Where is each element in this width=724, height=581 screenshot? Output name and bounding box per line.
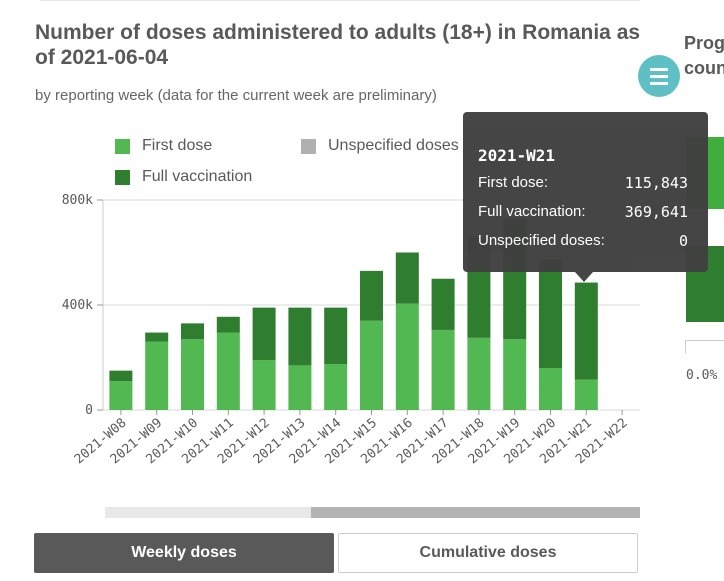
y-tick-label: 800k xyxy=(62,193,93,208)
tooltip-row-first-dose: First dose: 115,843 xyxy=(478,174,688,192)
y-axis-ticks: 0 400k 800k xyxy=(62,193,103,418)
top-divider xyxy=(40,0,640,7)
right-panel-axis xyxy=(685,340,724,353)
tooltip-value: 369,641 xyxy=(624,203,688,221)
bar-full-vaccination[interactable] xyxy=(395,252,419,304)
bar-full-vaccination[interactable] xyxy=(145,332,169,342)
bar-full-vaccination[interactable] xyxy=(324,307,348,365)
bar-first-dose[interactable] xyxy=(467,337,491,410)
legend-unspecified[interactable]: Unspecified doses xyxy=(301,137,459,155)
bar-first-dose[interactable] xyxy=(109,381,133,410)
bar-first-dose[interactable] xyxy=(360,320,383,410)
bar-first-dose[interactable] xyxy=(252,360,276,410)
legend-swatch-first-dose xyxy=(115,138,130,154)
bar-first-dose[interactable] xyxy=(431,329,455,410)
bar-first-dose[interactable] xyxy=(503,339,527,410)
bar-first-dose[interactable] xyxy=(181,339,204,410)
x-axis-ticks: 2021-W082021-W092021-W102021-W112021-W12… xyxy=(72,410,631,467)
bar-first-dose[interactable] xyxy=(324,364,348,410)
tooltip-value: 115,843 xyxy=(624,174,688,192)
legend-swatch-unspecified xyxy=(301,138,316,154)
chart-subtitle: by reporting week (data for the current … xyxy=(35,87,437,104)
right-panel-tick-label: 0.0% xyxy=(686,368,718,383)
bar-full-vaccination[interactable] xyxy=(288,307,312,366)
bar-first-dose[interactable] xyxy=(539,368,562,410)
tooltip-label: Full vaccination: xyxy=(478,203,586,220)
y-tick-label: 400k xyxy=(62,298,93,313)
bar-first-dose[interactable] xyxy=(574,379,598,410)
legend-full-vaccination[interactable]: Full vaccination xyxy=(115,168,252,186)
right-panel-title: Prog coun xyxy=(684,31,724,81)
bar-first-dose[interactable] xyxy=(216,332,240,410)
tooltip-row-full-vaccination: Full vaccination: 369,641 xyxy=(478,203,688,221)
legend-label-unspecified: Unspecified doses xyxy=(328,137,459,154)
bar-first-dose[interactable] xyxy=(145,341,169,410)
tooltip-row-unspecified: Unspecified doses: 0 xyxy=(478,232,688,250)
tooltip-value: 0 xyxy=(678,232,688,250)
chart-scrollbar[interactable] xyxy=(105,507,640,518)
chart-scrollbar-thumb[interactable] xyxy=(311,507,640,518)
right-panel-title-line2: coun xyxy=(684,58,724,78)
bar-first-dose[interactable] xyxy=(288,365,312,410)
tooltip-label: Unspecified doses: xyxy=(478,232,605,249)
legend-swatch-full-vaccination xyxy=(115,169,130,185)
cumulative-doses-button[interactable]: Cumulative doses xyxy=(338,533,638,573)
bar-full-vaccination[interactable] xyxy=(574,282,598,380)
legend-label-full-vaccination: Full vaccination xyxy=(142,168,253,185)
chart-title: Number of doses administered to adults (… xyxy=(35,21,641,69)
bar-full-vaccination[interactable] xyxy=(431,278,455,330)
menu-icon[interactable] xyxy=(638,55,680,97)
chart-tooltip: 2021-W21 First dose: 115,843 Full vaccin… xyxy=(463,112,708,282)
bar-full-vaccination[interactable] xyxy=(181,323,204,340)
tooltip-label: First dose: xyxy=(478,174,549,191)
legend-first-dose[interactable]: First dose xyxy=(115,137,212,155)
bar-full-vaccination[interactable] xyxy=(360,270,383,321)
weekly-doses-button[interactable]: Weekly doses xyxy=(34,533,334,573)
tooltip-arrow xyxy=(575,272,593,282)
bar-first-dose[interactable] xyxy=(395,303,419,410)
bars xyxy=(109,218,598,410)
bar-full-vaccination[interactable] xyxy=(216,316,240,333)
y-tick-label: 0 xyxy=(85,403,93,418)
bar-full-vaccination[interactable] xyxy=(539,259,562,368)
tooltip-title: 2021-W21 xyxy=(478,146,556,165)
right-panel-title-line1: Prog xyxy=(684,33,724,53)
bar-full-vaccination[interactable] xyxy=(252,307,276,361)
legend-label-first-dose: First dose xyxy=(142,137,213,154)
bar-full-vaccination[interactable] xyxy=(109,370,133,382)
